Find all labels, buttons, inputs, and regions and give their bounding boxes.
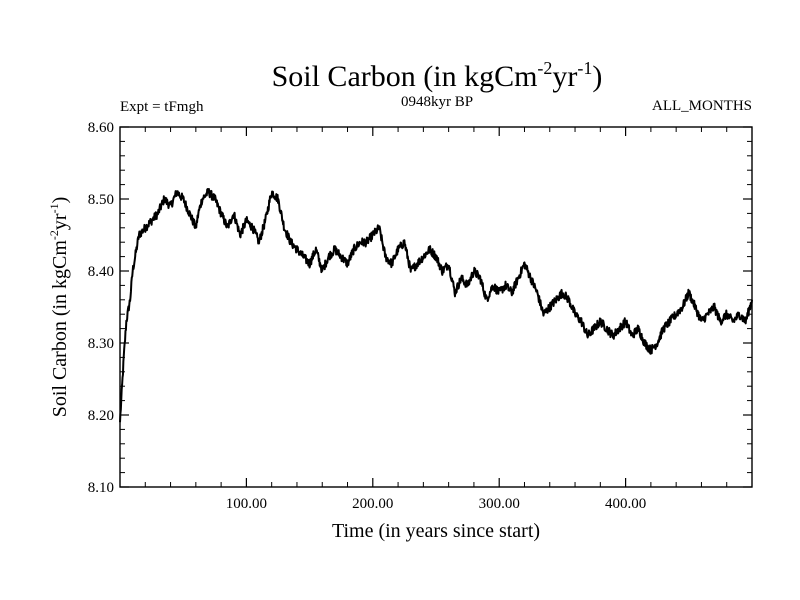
y-axis-label: Soil Carbon (in kgCm-2yr-1) bbox=[47, 197, 71, 418]
y-axis-label-sup2: -1 bbox=[47, 203, 61, 213]
chart-title-close: ) bbox=[592, 60, 602, 93]
x-axis-label: Time (in years since start) bbox=[332, 520, 540, 542]
y-axis-ticks bbox=[120, 127, 752, 487]
y-tick-label: 8.10 bbox=[88, 480, 114, 496]
y-tick-label: 8.50 bbox=[88, 192, 114, 208]
y-axis-label-mid: yr bbox=[49, 213, 71, 230]
x-tick-label: 300.00 bbox=[479, 496, 520, 512]
x-tick-label: 200.00 bbox=[352, 496, 393, 512]
subtitle-center: 0948kyr BP bbox=[401, 94, 473, 110]
soil-carbon-chart: Soil Carbon (in kgCm-2yr-1) Expt = tFmgh… bbox=[0, 0, 800, 600]
x-tick-label: 100.00 bbox=[226, 496, 267, 512]
y-axis-label-sup1: -2 bbox=[47, 230, 61, 240]
y-tick-label: 8.30 bbox=[88, 336, 114, 352]
y-axis-label-close: ) bbox=[49, 197, 71, 204]
chart-title-sup1: -2 bbox=[537, 58, 552, 78]
chart-title-sup2: -1 bbox=[577, 58, 592, 78]
chart-title-main: Soil Carbon (in kgCm bbox=[272, 60, 538, 93]
x-axis-tick-labels: 100.00 200.00 300.00 400.00 bbox=[226, 496, 646, 512]
x-axis-ticks bbox=[145, 127, 726, 487]
chart-title-mid: yr bbox=[552, 60, 577, 93]
plot-frame bbox=[120, 127, 752, 487]
subtitle-right: ALL_MONTHS bbox=[652, 98, 752, 114]
y-tick-label: 8.40 bbox=[88, 264, 114, 280]
soil-carbon-series-line bbox=[120, 189, 752, 422]
y-axis-label-main: Soil Carbon (in kgCm bbox=[49, 240, 71, 418]
subtitle-left: Expt = tFmgh bbox=[120, 99, 204, 115]
chart-title: Soil Carbon (in kgCm-2yr-1) bbox=[272, 58, 603, 93]
x-tick-label: 400.00 bbox=[605, 496, 646, 512]
y-tick-label: 8.60 bbox=[88, 120, 114, 136]
y-axis-tick-labels: 8.10 8.20 8.30 8.40 8.50 8.60 bbox=[88, 120, 114, 496]
y-tick-label: 8.20 bbox=[88, 408, 114, 424]
